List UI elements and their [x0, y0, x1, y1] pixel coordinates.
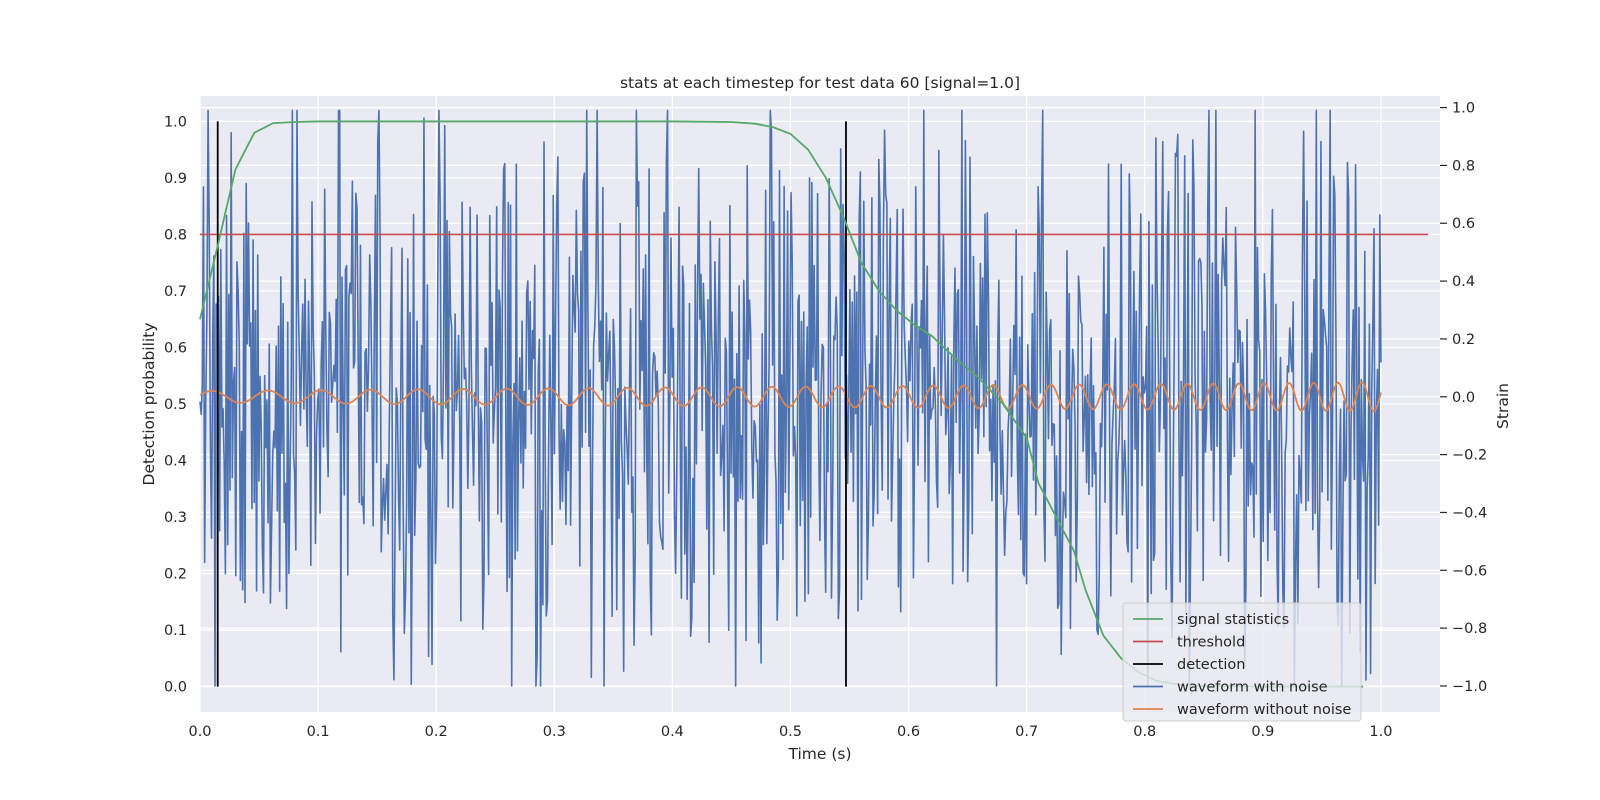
waveform-with-noise-layer	[199, 109, 1382, 687]
y-tick-label: 0.9	[164, 171, 187, 187]
x-tick-label: 0.1	[307, 724, 330, 740]
x-tick-labels: 0.0 0.1 0.2 0.3 0.4 0.5 0.6 0.7 0.8 0.9 1.0	[188, 724, 1392, 740]
y-tick-labels: 0.0 0.1 0.2 0.3 0.4 0.5 0.6 0.7 0.8 0.9 1.0	[164, 114, 187, 695]
y2-tick-label: −0.6	[1452, 563, 1487, 579]
legend-label: waveform with noise	[1177, 680, 1328, 696]
x-axis-label: Time (s)	[787, 745, 851, 763]
x-tick-label: 0.3	[543, 724, 566, 740]
series-layer	[199, 109, 1429, 688]
waveform-without-noise-layer	[199, 381, 1382, 413]
y2-tick-label: −0.8	[1452, 621, 1487, 637]
y-tick-label: 0.0	[164, 680, 187, 696]
chart-title: stats at each timestep for test data 60 …	[620, 74, 1020, 92]
y-tick-label: 0.5	[164, 397, 187, 413]
legend-label: signal statistics	[1177, 612, 1289, 628]
y-tick-label: 0.6	[164, 340, 187, 356]
waveform-without-noise-line	[199, 381, 1382, 413]
detection-layer	[216, 121, 847, 687]
y-tick-label: 1.0	[164, 114, 187, 130]
y-tick-label: 0.7	[164, 284, 187, 300]
y2-tick-label: 0.6	[1452, 216, 1475, 232]
y-tick-label: 0.3	[164, 510, 187, 526]
x-tick-label: 0.9	[1251, 724, 1274, 740]
y-tick-label: 0.4	[164, 454, 187, 470]
y2-axis-label: Strain	[1494, 383, 1512, 429]
x-tick-label: 0.2	[425, 724, 448, 740]
waveform-with-noise-line	[199, 109, 1382, 687]
y2-tick-label: 1.0	[1452, 101, 1475, 117]
y-axis-label: Detection probability	[140, 323, 158, 486]
y2-tick-label: −0.2	[1452, 448, 1487, 464]
y-tick-label: 0.1	[164, 623, 187, 639]
y2-tick-label: 0.2	[1452, 332, 1475, 348]
legend-box	[1122, 602, 1362, 722]
x-tick-label: 0.7	[1015, 724, 1038, 740]
y2-tick-label: 0.8	[1452, 158, 1475, 174]
legend-label: detection	[1177, 657, 1245, 673]
legend: signal statistics threshold detection wavef…	[1122, 602, 1362, 722]
x-tick-label: 0.6	[897, 724, 920, 740]
y-tick-label: 0.8	[164, 227, 187, 243]
x-tick-label: 0.4	[661, 724, 684, 740]
y2-tick-label: −1.0	[1452, 679, 1487, 695]
legend-label: waveform without noise	[1177, 702, 1351, 718]
x-tick-label: 0.8	[1133, 724, 1156, 740]
y-tick-label: 0.2	[164, 567, 187, 583]
y2-tick-label: 0.4	[1452, 274, 1475, 290]
y2-tick-labels: −1.0 −0.8 −0.6 −0.4 −0.2 0.0 0.2 0.4 0.6 0.8 1.0	[1440, 101, 1487, 695]
y2-tick-label: −0.4	[1452, 505, 1487, 521]
x-tick-label: 1.0	[1369, 724, 1392, 740]
legend-label: threshold	[1177, 635, 1245, 651]
x-tick-label: 0.5	[779, 724, 802, 740]
y2-tick-label: 0.0	[1452, 390, 1475, 406]
x-tick-label: 0.0	[188, 724, 211, 740]
